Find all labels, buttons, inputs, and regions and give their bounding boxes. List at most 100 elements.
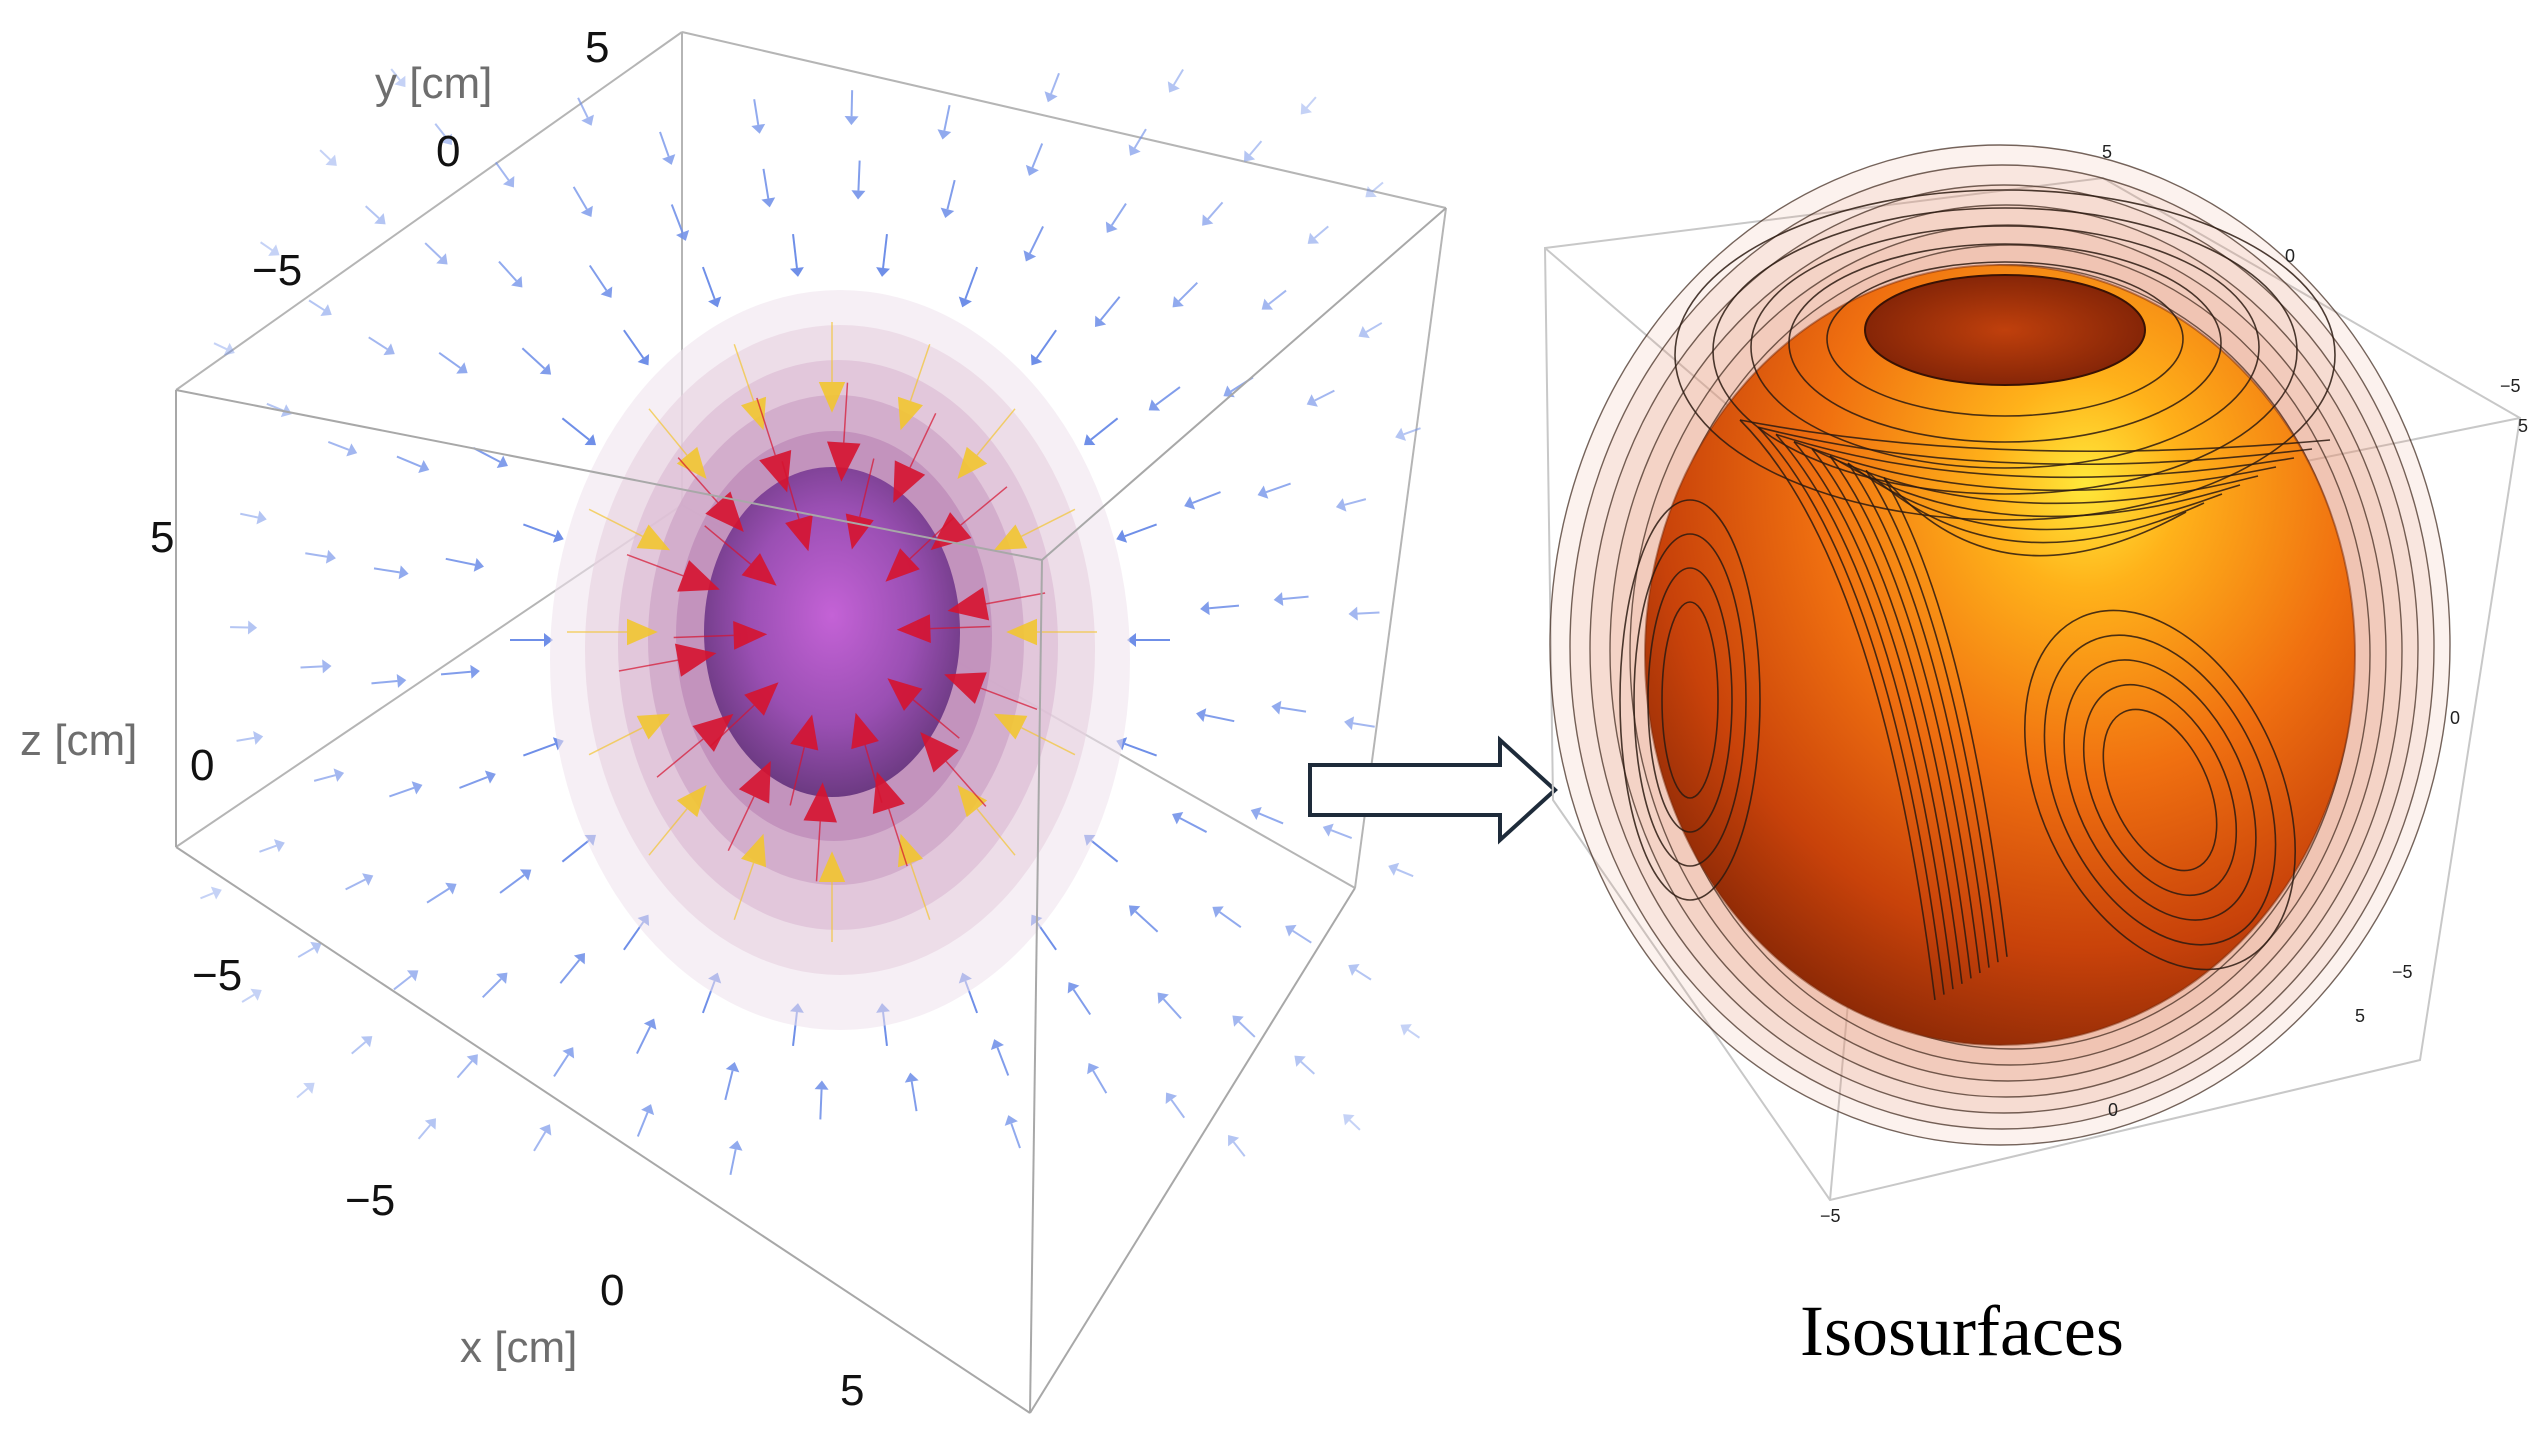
field-arrow: [588, 727, 643, 756]
field-arrow-head: [990, 1039, 1004, 1051]
field-arrow: [815, 821, 821, 882]
field-arrow: [1110, 202, 1127, 226]
contour-line: [1739, 419, 1936, 1001]
field-arrow-head: [790, 714, 819, 751]
field-arrow-head: [636, 524, 671, 551]
field-arrow: [390, 68, 401, 81]
field-arrow: [368, 336, 388, 351]
field-arrow-head: [1025, 164, 1039, 176]
field-arrow: [1313, 225, 1329, 239]
field-arrow-head: [325, 154, 337, 166]
field-arrow: [588, 508, 643, 537]
field-arrow-head: [1087, 1062, 1100, 1075]
field-arrow: [1258, 812, 1284, 825]
field-arrow: [1192, 491, 1221, 504]
field-arrow-head: [872, 771, 905, 815]
field-arrow: [1314, 389, 1335, 402]
field-arrow-head: [256, 510, 267, 525]
field-arrow-head: [993, 713, 1028, 740]
field-arrow: [636, 1026, 652, 1054]
field-arrow-head: [705, 491, 744, 533]
contour-line: [1775, 433, 2295, 479]
field-arrow-head: [1322, 823, 1334, 837]
field-arrow-head: [1365, 186, 1377, 198]
field-arrow: [1352, 722, 1375, 728]
field-arrow-head: [957, 784, 988, 818]
field-arrow-head: [1084, 434, 1096, 446]
field-arrow: [945, 760, 987, 807]
field-arrow-head: [1202, 214, 1214, 226]
field-arrow: [792, 234, 798, 269]
field-arrow: [434, 123, 448, 139]
field-arrow-head: [728, 1140, 743, 1151]
y-tick-label: 0: [436, 127, 460, 176]
field-arrow: [260, 241, 273, 251]
field-arrow-head: [600, 286, 613, 298]
field-arrow: [482, 978, 502, 999]
right-arrow-icon: [1308, 735, 1558, 845]
field-arrow: [980, 687, 1038, 711]
field-arrow: [930, 625, 991, 630]
field-arrow-head: [519, 869, 532, 881]
field-arrow: [1172, 68, 1184, 86]
field-arrow-head: [1004, 1115, 1018, 1126]
iso-tick-label: 5: [2102, 142, 2112, 162]
field-arrow-head: [1200, 601, 1210, 616]
x-tick-label: 0: [600, 1266, 624, 1315]
field-arrow-head: [920, 731, 959, 773]
x-tick-label: 5: [840, 1366, 864, 1415]
field-arrow-head: [247, 620, 258, 635]
field-arrow: [1232, 1141, 1246, 1157]
contour-line: [1739, 419, 2331, 453]
field-arrow-head: [394, 75, 406, 88]
field-arrow: [636, 1112, 649, 1137]
field-arrow-head: [562, 1047, 575, 1059]
field-arrow-head: [253, 731, 264, 745]
field-arrow-head: [310, 941, 322, 955]
field-arrow: [704, 525, 752, 565]
field-arrow-head: [383, 343, 395, 356]
field-arrow: [396, 455, 422, 468]
field-arrow: [1155, 386, 1181, 406]
field-arrow: [1092, 1070, 1108, 1094]
field-arrow: [648, 408, 688, 456]
field-arrow-head: [1306, 394, 1318, 407]
field-arrow: [1021, 508, 1076, 537]
field-arrow-head: [741, 833, 767, 868]
field-arrow-head: [818, 382, 846, 413]
iso-tick-label: 0: [2450, 708, 2460, 728]
field-arrow: [553, 1054, 570, 1078]
field-arrow: [588, 264, 608, 292]
field-arrow-head: [993, 524, 1028, 551]
field-arrow-head: [708, 296, 722, 308]
field-arrow-head: [496, 455, 508, 469]
field-arrow: [494, 161, 510, 181]
field-arrow-head: [1343, 1114, 1355, 1126]
field-arrow-head: [1232, 1015, 1244, 1027]
z-axis-label: z [cm]: [20, 716, 137, 765]
field-arrow: [976, 808, 1016, 856]
field-arrow: [296, 1087, 309, 1099]
field-arrow-head: [362, 873, 374, 886]
field-arrow-head: [1273, 592, 1284, 607]
field-arrow-head: [1105, 221, 1118, 233]
field-arrow-head: [676, 446, 707, 480]
field-arrow-head: [411, 781, 423, 795]
field-arrow: [440, 670, 472, 676]
field-arrow: [456, 1060, 473, 1079]
field-arrow: [1292, 929, 1312, 944]
contour-line: [1757, 426, 2313, 466]
field-arrow-head: [893, 460, 926, 503]
field-arrow-head: [851, 712, 879, 750]
field-arrow: [733, 343, 755, 402]
field-arrow-head: [1257, 485, 1269, 499]
field-arrow-head: [496, 972, 508, 984]
field-arrow: [426, 887, 450, 904]
field-arrow: [1280, 706, 1307, 713]
contour-line: [2063, 659, 2257, 921]
field-arrow-head: [502, 176, 515, 188]
field-arrow: [709, 704, 755, 747]
field-arrow-head: [896, 614, 931, 643]
field-arrow-head: [440, 133, 452, 145]
z-tick-label: −5: [192, 951, 242, 1000]
